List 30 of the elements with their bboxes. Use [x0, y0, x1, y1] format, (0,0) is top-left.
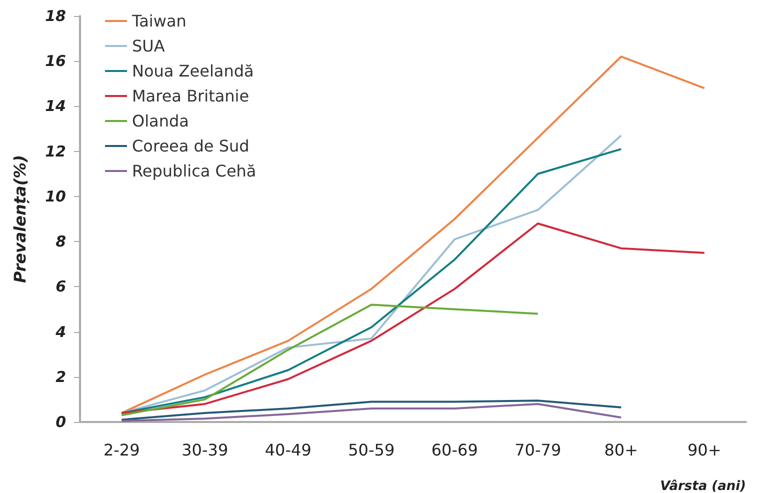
- y-tick-label: 2: [56, 368, 66, 386]
- legend-label: Marea Britanie: [132, 86, 250, 106]
- x-tick-label: 40-49: [264, 440, 312, 460]
- y-tick-label: 4: [54, 322, 66, 341]
- legend-label: Republica Cehă: [132, 162, 256, 180]
- x-tick-label: 2-29: [103, 440, 140, 460]
- y-tick-label: 14: [45, 97, 66, 116]
- legend-label: SUA: [132, 36, 165, 56]
- x-tick-label: 60-69: [431, 440, 478, 460]
- x-tick-label: 50-59: [348, 440, 395, 460]
- y-tick-label: 8: [56, 232, 66, 251]
- legend-label: Coreea de Sud: [132, 136, 250, 156]
- y-axis-title: Prevalența(%): [10, 154, 30, 284]
- y-tick-label: 0: [56, 413, 66, 431]
- x-tick-label: 70-79: [514, 440, 562, 460]
- y-tick-label: 10: [45, 187, 66, 206]
- line-series: [120, 222, 706, 414]
- x-tick-label: 80+: [604, 440, 638, 460]
- legend-label: Taiwan: [131, 12, 186, 30]
- line-series: [120, 304, 539, 416]
- x-tick-label: 90+: [687, 440, 722, 460]
- legend-label: Olanda: [132, 112, 189, 130]
- y-tick-label: 12: [45, 142, 66, 160]
- y-tick-label: 16: [45, 52, 66, 70]
- line-series: [120, 56, 706, 414]
- legend-label: Noua Zeelandă: [132, 62, 254, 80]
- y-tick-label: 18: [45, 7, 66, 25]
- x-axis-title: Vârsta (ani): [660, 479, 746, 493]
- y-tick-label: 6: [56, 278, 66, 296]
- x-tick-label: 30-39: [182, 440, 228, 460]
